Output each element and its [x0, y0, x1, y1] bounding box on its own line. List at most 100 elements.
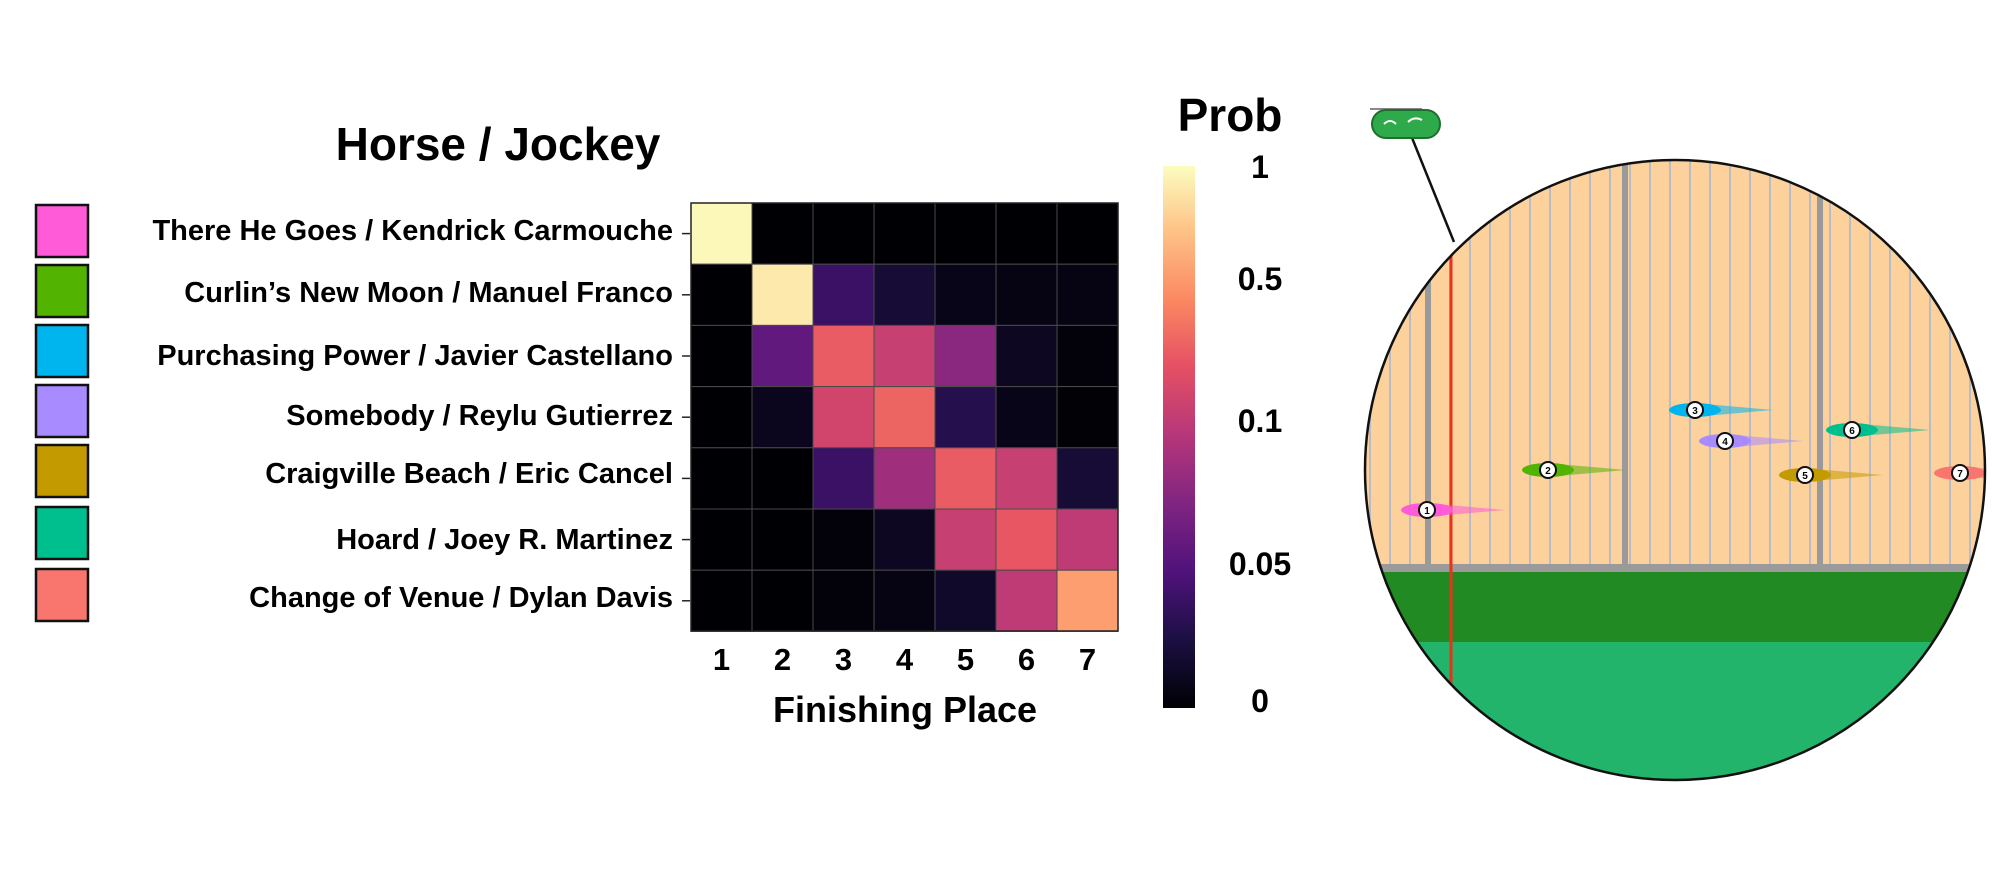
- svg-text:2: 2: [1545, 466, 1551, 477]
- heatmap-cell: [1056, 263, 1119, 326]
- heatmap-cell: [690, 569, 753, 632]
- runner-5: 5: [1779, 466, 1883, 484]
- heatmap-cell: [1056, 569, 1119, 632]
- heatmap-cell: [995, 202, 1058, 265]
- heatmap-cell: [690, 202, 753, 265]
- row-label: Somebody / Reylu Gutierrez: [286, 400, 673, 432]
- heatmap-cell: [934, 263, 997, 326]
- pillar: [1817, 160, 1823, 566]
- legend-swatch: [34, 567, 90, 623]
- heatmap-cell: [812, 508, 875, 571]
- legend-swatches: [34, 203, 90, 623]
- heatmap-cell: [1056, 386, 1119, 449]
- heatmap-cell: [934, 202, 997, 265]
- track-rail: [1365, 564, 1985, 572]
- heatmap-cell: [995, 386, 1058, 449]
- row-label: Curlin’s New Moon / Manuel Franco: [184, 277, 673, 309]
- heatmap-cell: [934, 386, 997, 449]
- legend-swatch: [34, 383, 90, 439]
- heatmap-cell: [1056, 324, 1119, 388]
- heatmap-cell: [873, 386, 936, 449]
- heatmap-cell: [690, 263, 753, 326]
- heatmap-cell: [1056, 202, 1119, 265]
- heatmap-cell: [995, 508, 1058, 571]
- heatmap-cell: [873, 202, 936, 265]
- colorbar-tick-label: 0.05: [1229, 546, 1291, 582]
- heatmap-cell: [690, 508, 753, 571]
- legend-swatch: [34, 263, 90, 319]
- svg-text:6: 6: [1849, 426, 1855, 437]
- heatmap-cell: [934, 569, 997, 632]
- heatmap-cell: [873, 324, 936, 388]
- heatmap-cell: [690, 386, 753, 449]
- heatmap-cell: [873, 263, 936, 326]
- heatmap-frame: [690, 202, 1119, 632]
- heatmap-cell: [690, 447, 753, 510]
- heatmap-cell: [995, 447, 1058, 510]
- heatmap-cell: [751, 263, 814, 326]
- heatmap-cells: [690, 202, 1119, 632]
- svg-text:3: 3: [1692, 406, 1698, 417]
- lens-border: [1363, 158, 1987, 782]
- heatmap-cell: [812, 324, 875, 388]
- row-label: Craigville Beach / Eric Cancel: [265, 458, 673, 490]
- colorbar-tick-label: 0: [1251, 683, 1269, 719]
- heatmap-cell: [751, 447, 814, 510]
- runner-1: 1: [1401, 501, 1505, 519]
- colorbar-ticks: 1 0.5 0.1 0.05 0: [1229, 149, 1291, 719]
- heatmap-cell: [751, 386, 814, 449]
- runner-7: 7: [1934, 464, 1985, 482]
- svg-text:1: 1: [1424, 506, 1430, 517]
- heatmap-cell: [873, 447, 936, 510]
- heatmap-cell: [934, 508, 997, 571]
- svg-text:7: 7: [1957, 469, 1963, 480]
- x-tick-label: 6: [1018, 642, 1035, 677]
- heatmap-cell: [751, 324, 814, 388]
- x-tick-label: 5: [957, 642, 974, 677]
- legend-swatch: [34, 443, 90, 499]
- colorbar-title: Prob: [1178, 89, 1283, 141]
- chart-title: Horse / Jockey: [336, 118, 661, 170]
- infield-light: [1365, 642, 1985, 780]
- heatmap-cell: [1056, 508, 1119, 571]
- heatmap-cell: [751, 202, 814, 265]
- race-runners: 1 2 3 4 5 6 7: [1401, 401, 1985, 519]
- heatmap-cell: [812, 202, 875, 265]
- x-tick-label: 3: [835, 642, 852, 677]
- row-label: Purchasing Power / Javier Castellano: [157, 340, 673, 372]
- heatmap-cell: [1056, 447, 1119, 510]
- x-tick-labels: 1 2 3 4 5 6 7: [713, 642, 1096, 677]
- heatmap-cell: [690, 324, 753, 388]
- legend-swatch: [34, 323, 90, 379]
- colorbar-tick-label: 1: [1251, 149, 1269, 185]
- heatmap-cell: [995, 569, 1058, 632]
- row-label: Hoard / Joey R. Martinez: [336, 524, 673, 556]
- runner-4: 4: [1699, 432, 1803, 450]
- race-track-lens: 1 2 3 4 5 6 7: [1363, 108, 1987, 782]
- x-tick-label: 7: [1079, 642, 1096, 677]
- heatmap-cell: [751, 508, 814, 571]
- heatmap-cell: [934, 447, 997, 510]
- heatmap-cell: [873, 508, 936, 571]
- svg-text:4: 4: [1722, 437, 1728, 448]
- colorbar-tick-label: 0.5: [1238, 261, 1282, 297]
- runner-2: 2: [1522, 461, 1626, 479]
- legend-swatch: [34, 203, 90, 259]
- heatmap-cell: [812, 447, 875, 510]
- infield-dark: [1365, 572, 1985, 642]
- colorbar: [1163, 166, 1195, 708]
- heatmap-cell: [995, 263, 1058, 326]
- heatmap-cell: [873, 569, 936, 632]
- heatmap-cell: [812, 386, 875, 449]
- heatmap-cell: [995, 324, 1058, 388]
- row-label: Change of Venue / Dylan Davis: [249, 582, 673, 614]
- x-tick-label: 1: [713, 642, 730, 677]
- mini-track-lines: [1383, 117, 1423, 125]
- x-tick-label: 2: [774, 642, 791, 677]
- heatmap-cell: [812, 263, 875, 326]
- colorbar-tick-label: 0.1: [1238, 403, 1282, 439]
- pillar: [1622, 160, 1628, 566]
- mini-track-icon: [1371, 109, 1441, 139]
- svg-text:5: 5: [1802, 471, 1808, 482]
